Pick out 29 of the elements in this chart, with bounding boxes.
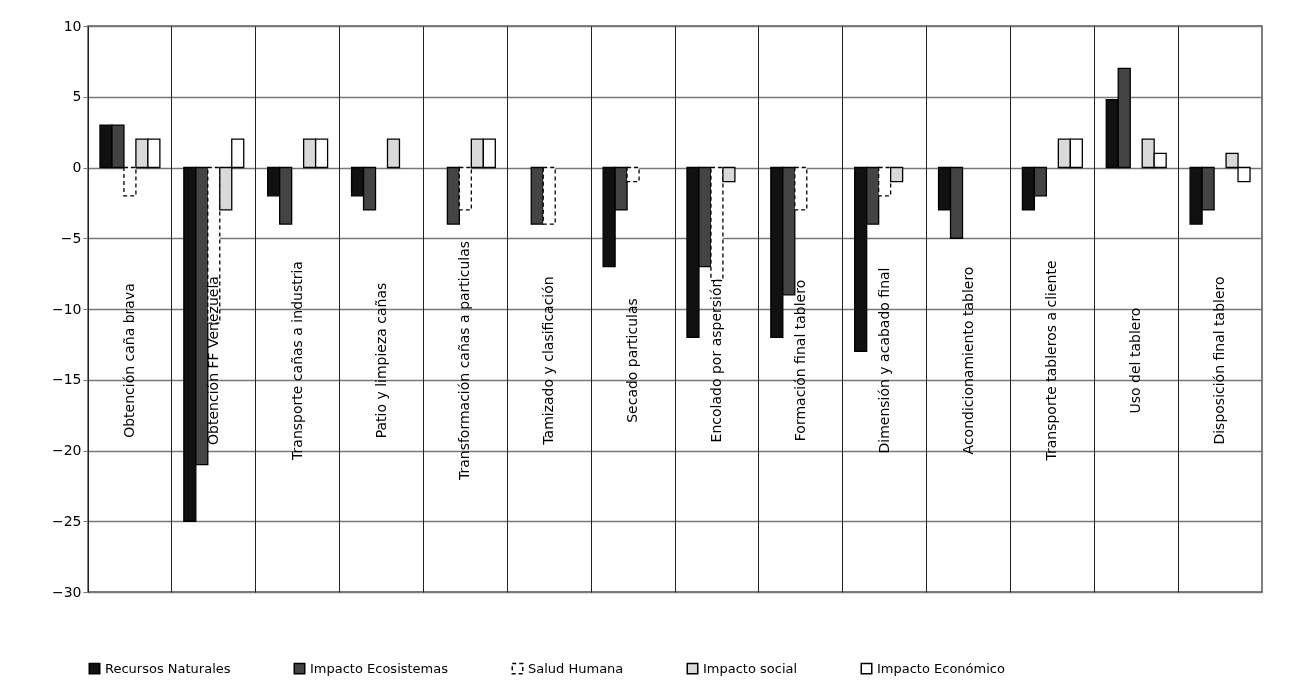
x-tick-label: Formación final tablero — [791, 279, 808, 442]
x-tick-label: Acondicionamiento tablero — [959, 266, 976, 455]
x-tick-label: Secado particulas — [624, 298, 641, 423]
x-tick-label: Encolado por aspersión — [707, 278, 724, 443]
y-tick-label: −20 — [51, 442, 82, 458]
bar — [386, 138, 401, 169]
x-tick-label: Obtención caña brava — [120, 283, 137, 438]
x-tick-label: Disposición final tablero — [1211, 276, 1228, 445]
y-tick-label: −15 — [51, 371, 82, 388]
x-tick-label: Patio y limpieza cañas — [372, 282, 389, 439]
x-tick-label: Uso del tablero — [1127, 307, 1144, 414]
x-tick-label: Transporte tableros a cliente — [1043, 260, 1060, 462]
legend-label: Salud Humana — [528, 660, 624, 676]
y-tick-label: −5 — [60, 229, 82, 246]
y-tick-label: 10 — [63, 17, 82, 34]
x-tick-label: Tamizado y clasificación — [540, 276, 557, 446]
y-tick-label: −30 — [51, 583, 82, 600]
x-tick-label: Transformación cañas a particulas — [456, 240, 473, 482]
y-tick-label: −25 — [51, 512, 82, 529]
legend-label: Impacto Económico — [877, 660, 1005, 676]
legend-label: Impacto social — [703, 660, 798, 676]
legend-label: Recursos Naturales — [105, 660, 231, 676]
legend-label: Impacto Ecosistemas — [310, 660, 449, 676]
x-tick-label: Transporte cañas a industria — [288, 261, 305, 461]
y-tick-label: −10 — [51, 300, 82, 317]
y-tick-label: 0 — [72, 159, 82, 175]
x-tick-label: Obtención FF Venezuela — [204, 276, 221, 445]
y-tick-label: 5 — [72, 88, 82, 105]
x-tick-label: Dimensión y acabado final — [875, 267, 892, 454]
